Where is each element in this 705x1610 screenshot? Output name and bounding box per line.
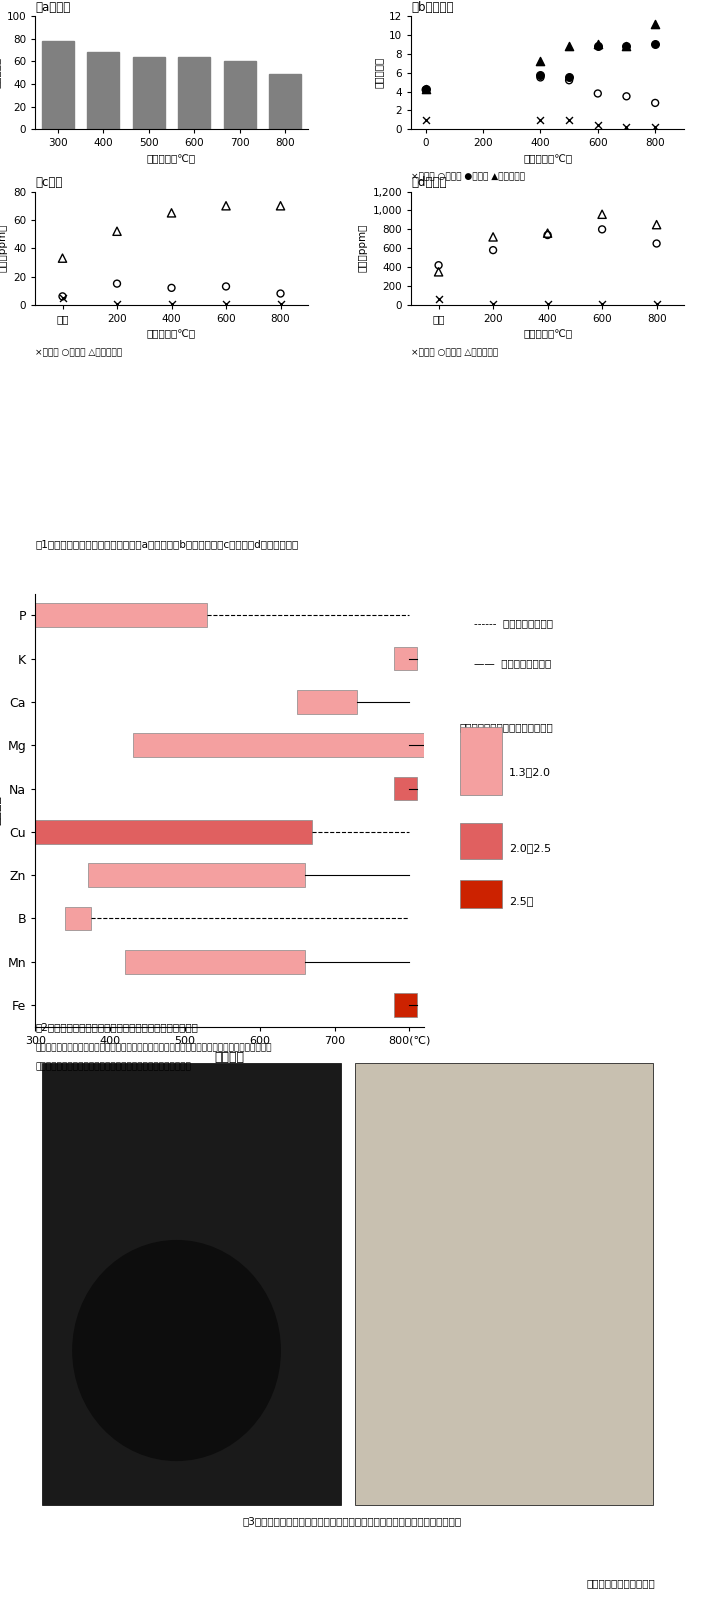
Point	[535, 64, 546, 90]
Y-axis label: 濃度（ppm）: 濃度（ppm）	[357, 224, 367, 272]
Bar	[133, 56, 165, 129]
Point	[57, 285, 68, 311]
Point	[535, 48, 546, 74]
Point	[433, 287, 444, 312]
Text: 原料濃度に対する比（濃縮率）＊: 原料濃度に対する比（濃縮率）＊	[460, 723, 553, 733]
Y-axis label: 濃度（％）: 濃度（％）	[374, 56, 384, 89]
Point	[166, 275, 177, 301]
Point	[621, 34, 632, 60]
Bar	[87, 863, 305, 887]
Point	[535, 61, 546, 87]
Point	[275, 280, 286, 306]
X-axis label: 炭化温度（℃）: 炭化温度（℃）	[523, 155, 572, 164]
Text: 中の着色は、原料濃度に対する濃縮後の濃度の比を表している。: 中の着色は、原料濃度に対する濃縮後の濃度の比を表している。	[35, 1063, 191, 1072]
X-axis label: 炭化温度（℃）: 炭化温度（℃）	[147, 155, 196, 164]
Point	[542, 221, 553, 246]
Text: 図3　粉末状の鴶ふん炭（左）と鴶ふん炭を粉衣した化成肖料の試作品（右）: 図3 粉末状の鴶ふん炭（左）と鴶ふん炭を粉衣した化成肖料の試作品（右）	[243, 1517, 462, 1526]
Point	[563, 34, 575, 60]
Point	[563, 64, 575, 90]
Text: 図2　炭化温度による鴶ふん炭内の可溶性成分の濃度変化: 図2 炭化温度による鴶ふん炭内の可溶性成分の濃度変化	[35, 1022, 198, 1032]
Text: 2.0～2.5: 2.0～2.5	[509, 844, 551, 853]
Text: 図1　炭化温度の異なる鴶ふん炭の（a）収率、（b）リン酸、（c）銅、（d）亜邉含有量: 図1 炭化温度の異なる鴶ふん炭の（a）収率、（b）リン酸、（c）銅、（d）亜邉含…	[35, 539, 298, 549]
Point	[166, 200, 177, 225]
Text: 2.5～: 2.5～	[509, 897, 534, 906]
Y-axis label: 収率（％）: 収率（％）	[0, 56, 1, 89]
Point	[433, 253, 444, 279]
Bar	[35, 604, 207, 628]
Point	[649, 32, 661, 58]
Point	[542, 222, 553, 248]
Text: ------  原料濃度より低い: ------ 原料濃度より低い	[474, 618, 553, 628]
Bar	[395, 993, 417, 1018]
Point	[111, 291, 123, 317]
Point	[621, 114, 632, 140]
Bar	[298, 691, 357, 713]
Text: （a）収率: （a）収率	[35, 0, 70, 13]
Point	[596, 291, 608, 317]
Point	[433, 259, 444, 285]
Point	[221, 291, 232, 317]
Point	[649, 90, 661, 116]
Point	[420, 77, 431, 103]
Point	[592, 32, 603, 58]
Point	[420, 76, 431, 101]
Bar	[133, 733, 424, 757]
Point	[649, 114, 661, 140]
Point	[535, 106, 546, 132]
Bar	[87, 53, 119, 129]
Bar	[223, 61, 255, 129]
Point	[487, 224, 498, 250]
Bar	[42, 40, 74, 129]
Text: ＊　色付きの領域は原料と有意な濃度増加があり、かつ濃縮率が特に高い温度帯を示している。図: ＊ 色付きの領域は原料と有意な濃度増加があり、かつ濃縮率が特に高い温度帯を示して…	[35, 1043, 271, 1053]
Bar	[125, 950, 305, 974]
Point	[275, 193, 286, 219]
Point	[487, 291, 498, 317]
Bar	[35, 819, 312, 844]
Text: ×水溶性 ○可溶性 △湿式全分解: ×水溶性 ○可溶性 △湿式全分解	[411, 348, 498, 357]
Point	[487, 237, 498, 262]
Text: （c）銅: （c）銅	[35, 175, 63, 188]
Bar	[269, 74, 301, 129]
Point	[57, 283, 68, 309]
Text: （久保田幸、亀山幸司）: （久保田幸、亀山幸司）	[587, 1578, 656, 1587]
Point	[221, 274, 232, 299]
Point	[592, 80, 603, 106]
Point	[275, 291, 286, 317]
Bar	[395, 647, 417, 670]
Point	[111, 219, 123, 245]
Point	[563, 106, 575, 132]
Text: ——  原料濃度より高い: —— 原料濃度より高い	[474, 658, 551, 668]
Point	[420, 76, 431, 101]
Bar	[65, 906, 92, 931]
Text: （b）リン酸: （b）リン酸	[411, 0, 454, 13]
Point	[592, 34, 603, 60]
Point	[111, 270, 123, 296]
Point	[649, 11, 661, 37]
Text: ×水溶性 ○可溶性 △湿式全分解: ×水溶性 ○可溶性 △湿式全分解	[35, 348, 123, 357]
Bar	[178, 56, 210, 129]
Point	[621, 34, 632, 60]
Point	[57, 245, 68, 270]
Text: 1.3～2.0: 1.3～2.0	[509, 768, 551, 778]
X-axis label: 炭化温度（℃）: 炭化温度（℃）	[523, 330, 572, 340]
Bar	[395, 776, 417, 800]
Text: （d）亜邉: （d）亜邉	[411, 175, 447, 188]
Point	[651, 213, 662, 238]
X-axis label: 炭化温度: 炭化温度	[215, 1051, 245, 1064]
Point	[596, 201, 608, 227]
Point	[621, 84, 632, 109]
Point	[596, 216, 608, 242]
Point	[166, 291, 177, 317]
Point	[592, 111, 603, 137]
Point	[651, 230, 662, 256]
Y-axis label: 濃度（ppm）: 濃度（ppm）	[0, 224, 8, 272]
Text: ×水溶性 ○可溶性 ●ク溶性 ▲強酸全分解: ×水溶性 ○可溶性 ●ク溶性 ▲強酸全分解	[411, 172, 525, 182]
Point	[542, 291, 553, 317]
Point	[651, 291, 662, 317]
Y-axis label: 肥料成分: 肥料成分	[0, 795, 2, 826]
Point	[420, 106, 431, 132]
X-axis label: 炭化温度（℃）: 炭化温度（℃）	[147, 330, 196, 340]
Point	[563, 68, 575, 93]
Point	[221, 193, 232, 219]
